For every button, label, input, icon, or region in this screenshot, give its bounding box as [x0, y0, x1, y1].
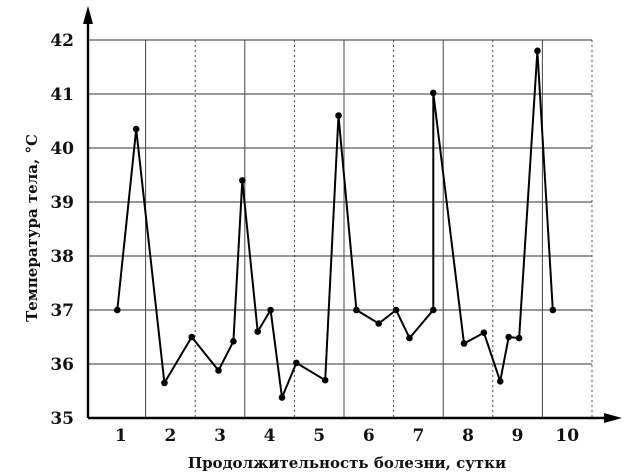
y-tick-label-36: 36: [50, 355, 74, 375]
x-tick-label-4: 4: [264, 426, 276, 446]
x-tick-label-3: 3: [214, 426, 226, 446]
data-point-19: [429, 89, 437, 97]
data-point-15: [375, 320, 383, 327]
tick-labels: 35 36 37 38 39 40 41 42 1 2 3 4 5 6 7 8 9 10: [50, 31, 579, 446]
axes: [83, 6, 622, 423]
x-tick-label-9: 9: [512, 426, 524, 446]
data-point-12: [321, 376, 329, 384]
data-point-14: [353, 306, 360, 314]
data-point-5: [215, 367, 222, 374]
data-point-10: [278, 394, 286, 401]
data-point-11: [293, 359, 300, 367]
x-tick-label-5: 5: [313, 426, 325, 446]
y-tick-label-42: 42: [50, 31, 74, 51]
data-point-7: [239, 177, 246, 184]
x-tick-label-1: 1: [115, 426, 127, 446]
y-tick-label-39: 39: [50, 193, 74, 213]
data-point-13: [335, 112, 342, 119]
data-point-20: [460, 340, 468, 347]
x-tick-label-7: 7: [412, 426, 424, 446]
y-axis-arrow: [83, 6, 93, 24]
data-point-26: [549, 306, 557, 314]
data-point-25: [534, 47, 541, 55]
x-tick-label-8: 8: [462, 426, 474, 446]
data-point-23: [505, 333, 512, 341]
data-point-8: [254, 328, 261, 335]
x-tick-label-10: 10: [555, 426, 579, 446]
data-point-6: [230, 338, 237, 345]
data-point-22: [496, 377, 504, 385]
data-point-9: [267, 306, 274, 314]
x-axis-label: Продолжительность болезни, сутки: [188, 454, 506, 472]
data-point-18: [429, 306, 437, 314]
grid: [88, 39, 593, 418]
y-tick-label-37: 37: [50, 301, 74, 321]
data-point-21: [480, 329, 488, 336]
y-tick-label-40: 40: [50, 139, 74, 159]
data-point-16: [392, 306, 400, 314]
y-tick-label-38: 38: [50, 247, 74, 267]
x-axis-arrow: [604, 413, 622, 423]
data-point-17: [406, 334, 413, 342]
data-point-2: [132, 125, 140, 133]
data-point-1: [114, 306, 121, 314]
data-point-3: [161, 379, 168, 387]
series-temperature: [114, 47, 557, 401]
data-point-4: [188, 333, 196, 341]
data-point-24: [515, 334, 523, 342]
x-tick-label-6: 6: [363, 426, 375, 446]
x-tick-label-2: 2: [164, 426, 176, 446]
y-tick-label-35: 35: [50, 409, 74, 429]
series-line: [116, 49, 554, 399]
y-tick-label-41: 41: [50, 85, 74, 105]
y-axis-label: Температура тела, °C: [23, 134, 41, 322]
